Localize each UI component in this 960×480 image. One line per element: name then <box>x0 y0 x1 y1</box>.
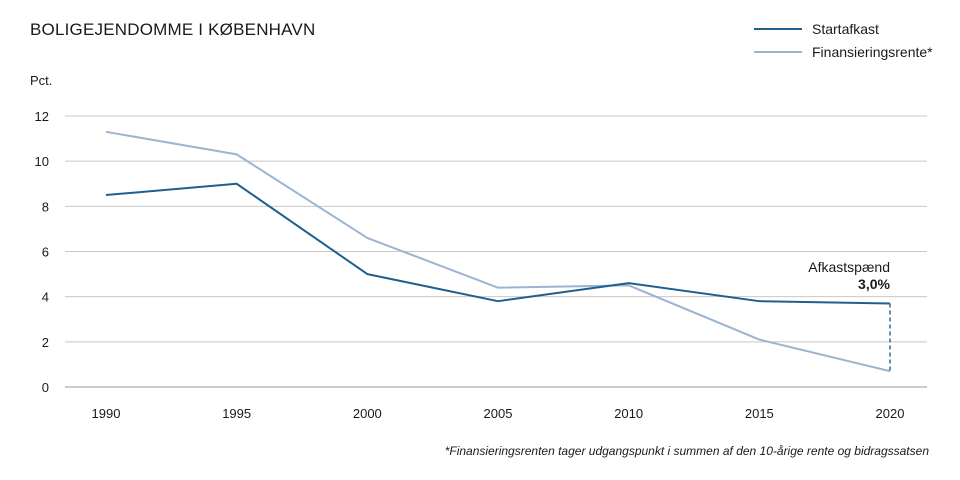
y-tick-label: 8 <box>42 199 49 214</box>
series-line-startafkast <box>105 182 891 305</box>
legend-item-finansieringsrente: Finansieringsrente* <box>754 40 933 63</box>
x-tick-label: 2000 <box>353 406 382 421</box>
legend-label-startafkast: Startafkast <box>812 20 879 37</box>
y-tick-label: 4 <box>42 290 49 305</box>
legend-item-startafkast: Startafkast <box>754 17 933 40</box>
footnote: *Finansieringsrenten tager udgangspunkt … <box>444 444 929 458</box>
legend-swatch-finansieringsrente <box>754 50 802 53</box>
x-tick-label: 1990 <box>92 406 121 421</box>
x-tick-label: 1995 <box>222 406 251 421</box>
y-tick-label: 6 <box>42 245 49 260</box>
chart-title: BOLIGEJENDOMME I KØBENHAVN <box>30 20 316 39</box>
legend-label-finansieringsrente: Finansieringsrente* <box>812 43 933 60</box>
x-tick-label: 2005 <box>484 406 513 421</box>
legend: Startafkast Finansieringsrente* <box>754 17 933 63</box>
y-tick-label: 10 <box>35 154 49 169</box>
annotation-label: Afkastspænd <box>808 259 890 275</box>
y-tick-label: 12 <box>35 109 49 124</box>
x-tick-label: 2010 <box>614 406 643 421</box>
y-tick-label: 2 <box>42 335 49 350</box>
series-line-finansieringsrente <box>105 130 891 373</box>
x-tick-label: 2015 <box>745 406 774 421</box>
y-axis-label: Pct. <box>30 73 53 88</box>
annotation-value: 3,0% <box>858 276 890 292</box>
legend-swatch-startafkast <box>754 27 802 30</box>
y-tick-label: 0 <box>42 380 49 395</box>
x-tick-label: 2020 <box>876 406 905 421</box>
